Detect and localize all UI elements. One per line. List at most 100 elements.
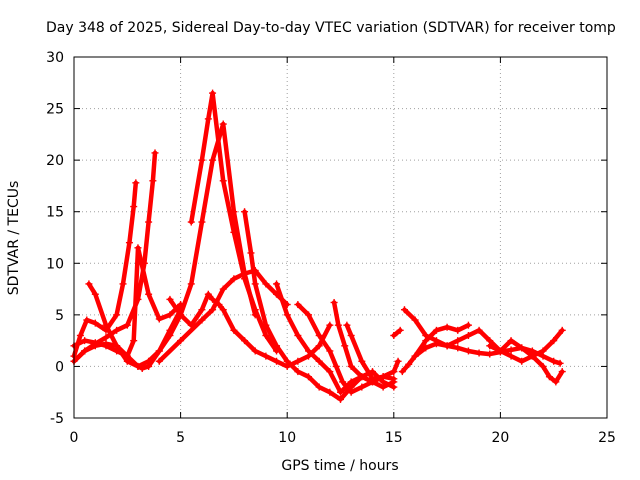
- data-point: [166, 326, 174, 334]
- data-point: [155, 315, 163, 323]
- series-line: [71, 121, 258, 369]
- x-tick-label: 10: [278, 430, 296, 446]
- data-point: [326, 347, 334, 355]
- data-point: [241, 337, 249, 345]
- data-point: [454, 344, 462, 352]
- series-line: [71, 180, 139, 359]
- data-point: [507, 337, 515, 345]
- data-point: [305, 373, 313, 381]
- x-axis-label: GPS time / hours: [281, 458, 398, 474]
- data-point: [400, 306, 408, 314]
- data-point: [332, 362, 340, 370]
- data-point: [379, 383, 387, 391]
- x-tick-label: 25: [598, 430, 616, 446]
- data-point: [85, 280, 93, 288]
- y-tick-label: 15: [46, 205, 64, 221]
- data-point: [113, 326, 121, 334]
- data-point: [219, 120, 227, 128]
- axis-ticks: 0 5 10 15 20 25 -5 0 5 10 15 20 25 30: [46, 50, 616, 446]
- data-point: [394, 357, 402, 365]
- data-point: [102, 321, 110, 329]
- data-point: [315, 342, 323, 350]
- data-point: [326, 368, 334, 376]
- data-point: [198, 218, 206, 226]
- series-arc-q: [411, 321, 472, 360]
- data-point: [337, 388, 344, 396]
- data-point: [405, 360, 413, 368]
- data-point: [558, 368, 566, 376]
- data-point: [326, 388, 334, 396]
- data-point: [187, 218, 195, 226]
- x-tick-label: 20: [491, 430, 509, 446]
- data-point: [396, 326, 404, 334]
- y-axis-label: SDTVAR / TECUs: [6, 181, 22, 296]
- data-point: [134, 362, 142, 370]
- data-point: [539, 347, 547, 355]
- data-point: [343, 321, 351, 329]
- data-point: [198, 316, 206, 324]
- y-tick-label: 5: [55, 308, 64, 324]
- data-point: [125, 239, 133, 247]
- data-point: [283, 311, 291, 319]
- data-point: [326, 321, 334, 329]
- data-point: [390, 375, 398, 383]
- data-point: [556, 359, 564, 367]
- data-point: [358, 357, 366, 365]
- data-point: [341, 342, 349, 350]
- data-point: [81, 347, 89, 355]
- data-point: [198, 156, 206, 164]
- data-point: [464, 347, 472, 355]
- data-point: [507, 352, 515, 360]
- data-point: [273, 342, 281, 350]
- series-arc-d: [70, 120, 259, 370]
- data-point: [241, 275, 249, 283]
- data-point: [166, 295, 174, 303]
- data-point: [230, 228, 238, 236]
- data-point: [475, 349, 483, 357]
- data-point: [155, 347, 163, 355]
- data-point: [123, 321, 131, 329]
- data-point: [273, 357, 281, 365]
- data-point: [138, 364, 146, 372]
- data-point: [294, 357, 302, 365]
- data-point: [247, 249, 255, 257]
- data-point: [518, 344, 526, 352]
- data-point: [209, 156, 217, 164]
- data-point: [454, 337, 462, 345]
- chart-title: Day 348 of 2025, Sidereal Day-to-day VTE…: [46, 20, 616, 36]
- data-point: [294, 301, 302, 309]
- data-point: [496, 347, 504, 355]
- data-point: [545, 373, 553, 381]
- y-tick-label: 30: [46, 50, 64, 66]
- grid: [74, 57, 607, 418]
- data-point: [145, 362, 153, 370]
- data-point: [294, 368, 302, 376]
- data-point: [330, 298, 338, 306]
- series-line: [189, 90, 279, 354]
- data-point: [177, 311, 185, 319]
- series-arc-n: [390, 326, 404, 339]
- data-point: [219, 285, 227, 293]
- data-point: [294, 331, 302, 339]
- x-tick-label: 15: [385, 430, 403, 446]
- data-point: [262, 352, 270, 360]
- data-point: [262, 280, 270, 288]
- data-point: [486, 342, 494, 350]
- data-point: [251, 280, 259, 288]
- data-point: [422, 337, 430, 345]
- data-point: [443, 323, 451, 331]
- data-point: [347, 362, 355, 370]
- data-point: [411, 352, 419, 360]
- data-point: [347, 378, 355, 386]
- data-point: [475, 326, 483, 334]
- x-tick-label: 5: [176, 430, 185, 446]
- data-point: [113, 311, 121, 319]
- data-point: [155, 357, 163, 365]
- data-point: [454, 326, 462, 334]
- data-point: [518, 357, 526, 365]
- data-point: [432, 326, 440, 334]
- data-point: [347, 331, 355, 339]
- data-point: [464, 331, 472, 339]
- data-point: [358, 383, 366, 391]
